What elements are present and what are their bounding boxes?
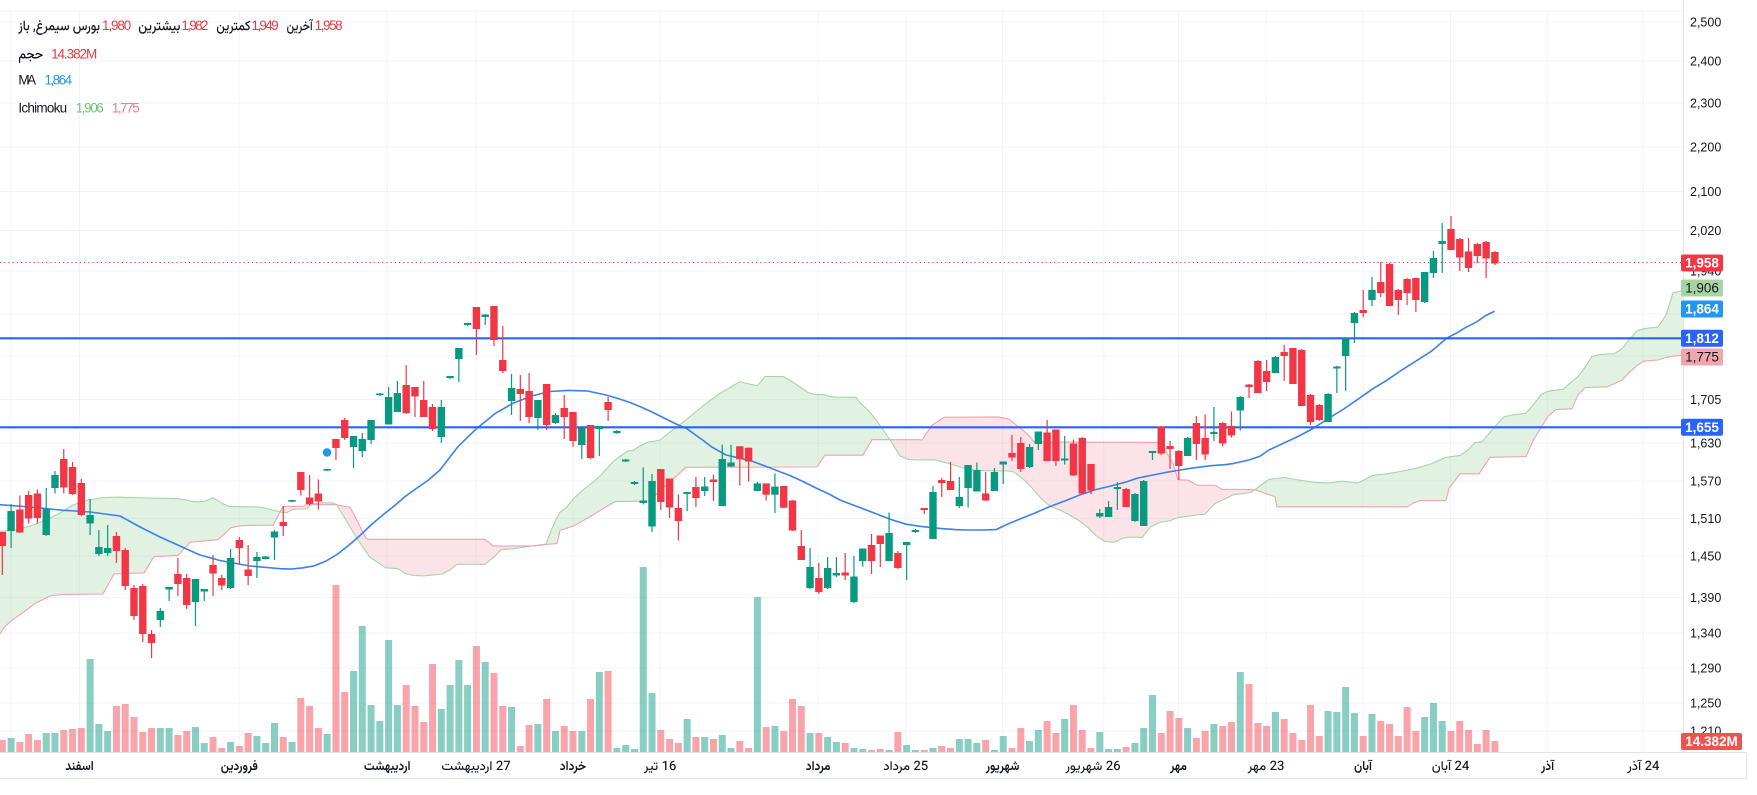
svg-text:1,570: 1,570 xyxy=(1690,474,1721,488)
svg-text:1,390: 1,390 xyxy=(1690,591,1721,605)
svg-text:2,020: 2,020 xyxy=(1690,224,1721,238)
svg-text:1,906: 1,906 xyxy=(1685,281,1719,296)
svg-text:2,400: 2,400 xyxy=(1690,54,1721,68)
svg-text:1,864: 1,864 xyxy=(1685,302,1719,317)
svg-text:1,290: 1,290 xyxy=(1690,661,1721,675)
svg-text:2,200: 2,200 xyxy=(1690,140,1721,154)
svg-text:14.382M: 14.382M xyxy=(1685,734,1738,749)
svg-text:1,450: 1,450 xyxy=(1690,549,1721,563)
svg-text:1,958: 1,958 xyxy=(315,18,343,33)
svg-text:1,510: 1,510 xyxy=(1690,512,1721,526)
svg-text:1,775: 1,775 xyxy=(112,101,140,116)
svg-text:1,864: 1,864 xyxy=(45,73,73,88)
svg-text:1,630: 1,630 xyxy=(1690,436,1721,450)
svg-text:1,982: 1,982 xyxy=(181,18,208,33)
svg-text:1,705: 1,705 xyxy=(1690,393,1721,407)
svg-text:2,300: 2,300 xyxy=(1690,96,1721,110)
svg-text:1,949: 1,949 xyxy=(252,18,279,33)
svg-text:1,906: 1,906 xyxy=(76,101,104,116)
svg-text:Ichimoku: Ichimoku xyxy=(18,101,67,116)
svg-text:1,340: 1,340 xyxy=(1690,626,1721,640)
svg-text:2,100: 2,100 xyxy=(1690,185,1721,199)
svg-text:1,812: 1,812 xyxy=(1685,331,1719,346)
svg-text:1,775: 1,775 xyxy=(1685,350,1719,365)
svg-text:1,958: 1,958 xyxy=(1685,256,1719,271)
svg-text:1,655: 1,655 xyxy=(1685,420,1719,435)
svg-text:MA: MA xyxy=(18,73,36,88)
svg-text:14.382M: 14.382M xyxy=(51,47,97,62)
svg-text:2,500: 2,500 xyxy=(1690,15,1721,29)
svg-text:1,980: 1,980 xyxy=(102,18,131,33)
svg-text:1,250: 1,250 xyxy=(1690,696,1721,710)
